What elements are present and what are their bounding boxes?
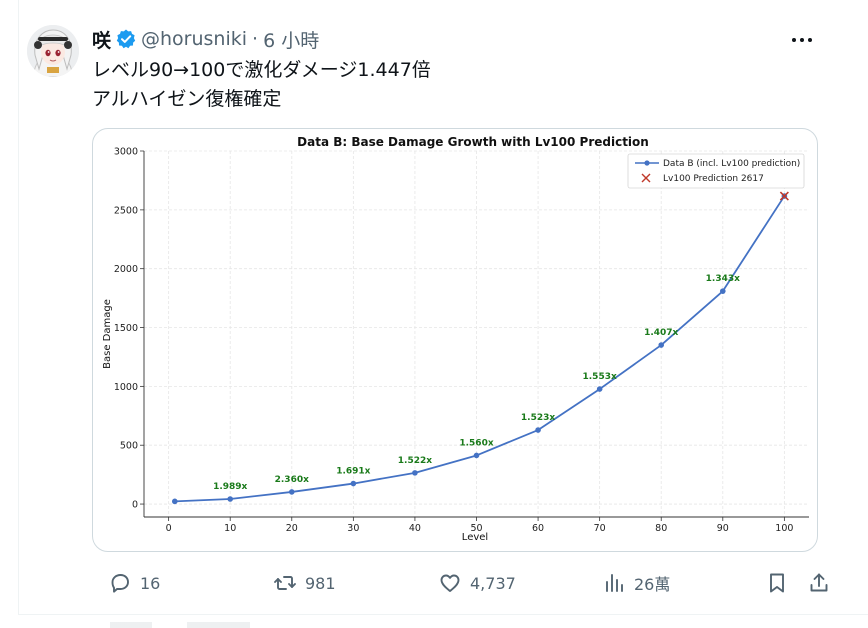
x-tick-label: 50 — [470, 523, 482, 534]
more-dots-icon[interactable] — [788, 30, 816, 50]
x-tick-label: 20 — [286, 523, 298, 534]
tweet[interactable] — [18, 0, 868, 614]
x-tick-label: 100 — [775, 523, 793, 534]
ratio-label: 1.523x — [521, 413, 555, 423]
ratio-label: 1.343x — [706, 274, 740, 284]
tweet-divider — [18, 614, 868, 615]
data-point — [473, 452, 480, 459]
ratio-label: 1.553x — [583, 372, 617, 382]
tweet-header: 咲 @horusniki · 6 小時 — [92, 25, 319, 53]
data-point — [719, 288, 726, 294]
like-count: 4,737 — [470, 573, 516, 593]
ratio-label: 1.407x — [644, 328, 678, 338]
series-line — [174, 195, 786, 503]
x-tick-label: 80 — [655, 523, 667, 534]
prediction-marker-stroke — [779, 191, 789, 201]
data-point — [171, 498, 178, 505]
y-tick-label: 0 — [132, 500, 138, 511]
data-point — [596, 386, 603, 392]
legend-cross-swatch — [641, 173, 651, 183]
bookmark-button[interactable] — [765, 568, 789, 598]
chart: 0 10 20 30 40 50 60 70 80 90 100050010001500200025… — [102, 135, 809, 543]
post-time[interactable]: 6 小時 — [263, 29, 320, 52]
chart-legend: Data B (incl. Lv100 prediction) Lv100 Pr… — [627, 153, 805, 189]
tweet-text-line-2: アルハイゼン復権確定 — [92, 88, 282, 110]
x-tick-label: 90 — [717, 523, 729, 534]
x-tick-label: 70 — [594, 523, 606, 534]
retweet-icon — [274, 576, 296, 590]
legend-dot-swatch — [644, 160, 650, 166]
verified-badge-icon — [115, 28, 137, 50]
data-point — [350, 480, 357, 487]
separator-dot: · — [252, 28, 259, 50]
next-tweet-preview — [110, 622, 250, 628]
views-bar-icon — [606, 574, 623, 592]
y-tick-label: 2500 — [114, 205, 138, 216]
y-tick-label: 1500 — [114, 323, 138, 334]
y-tick-label: 1000 — [114, 382, 138, 393]
ratio-label: 1.560x — [459, 438, 493, 448]
chart-title: Data B: Base Damage Growth with Lv100 Pr… — [297, 135, 649, 149]
x-tick-label: 60 — [532, 523, 544, 534]
action-bar: 16 981 4,737 26萬 — [92, 568, 828, 598]
ratio-label: 2.360x — [275, 475, 309, 485]
heart-icon — [440, 574, 460, 592]
retweet-button[interactable]: 981 — [273, 568, 336, 598]
data-point — [658, 342, 665, 348]
share-icon — [810, 573, 828, 592]
reply-icon — [111, 574, 129, 593]
y-axis-label: Base Damage — [102, 299, 113, 369]
share-button[interactable] — [807, 568, 831, 598]
tweet-text: レベル90→100で激化ダメージ1.447倍 アルハイゼン復権確定 — [92, 56, 431, 114]
views-count: 26萬 — [634, 575, 671, 594]
y-tick-label: 3000 — [114, 147, 138, 158]
x-tick-label: 10 — [224, 523, 236, 534]
y-tick-label: 500 — [120, 441, 138, 452]
avatar-image — [27, 25, 79, 77]
legend-series-label: Data B (incl. Lv100 prediction) — [663, 159, 800, 169]
ratio-label: 1.522x — [398, 456, 432, 466]
legend-prediction-label: Lv100 Prediction 2617 — [663, 174, 764, 184]
chart-image-card[interactable]: 0 10 20 30 40 50 60 70 80 90 100 0 500 1000 1500 2000 25… — [92, 128, 818, 552]
data-point — [288, 489, 295, 495]
ratio-label: 1.989x — [213, 482, 247, 492]
author-name[interactable]: 咲 — [92, 29, 112, 52]
bookmark-icon — [770, 573, 784, 593]
avatar[interactable] — [27, 25, 79, 77]
tweet-text-line-1: レベル90→100で激化ダメージ1.447倍 — [92, 59, 431, 81]
prediction-marker — [779, 191, 789, 201]
reply-count: 16 — [140, 573, 161, 593]
data-point — [535, 427, 541, 433]
x-tick-label: 30 — [347, 523, 359, 534]
reply-button[interactable]: 16 — [108, 568, 160, 598]
views-button[interactable]: 26萬 — [602, 568, 670, 598]
x-tick-label: 40 — [409, 523, 421, 534]
retweet-count: 981 — [305, 573, 336, 593]
author-handle[interactable]: @horusniki — [141, 28, 248, 50]
y-tick-label: 2000 — [114, 264, 138, 275]
data-point — [412, 470, 418, 476]
x-axis-label: Level — [462, 532, 488, 543]
ratio-label: 1.691x — [336, 467, 370, 477]
data-point — [227, 496, 234, 502]
like-button[interactable]: 4,737 — [438, 568, 516, 598]
x-tick-label: 0 — [166, 523, 172, 534]
